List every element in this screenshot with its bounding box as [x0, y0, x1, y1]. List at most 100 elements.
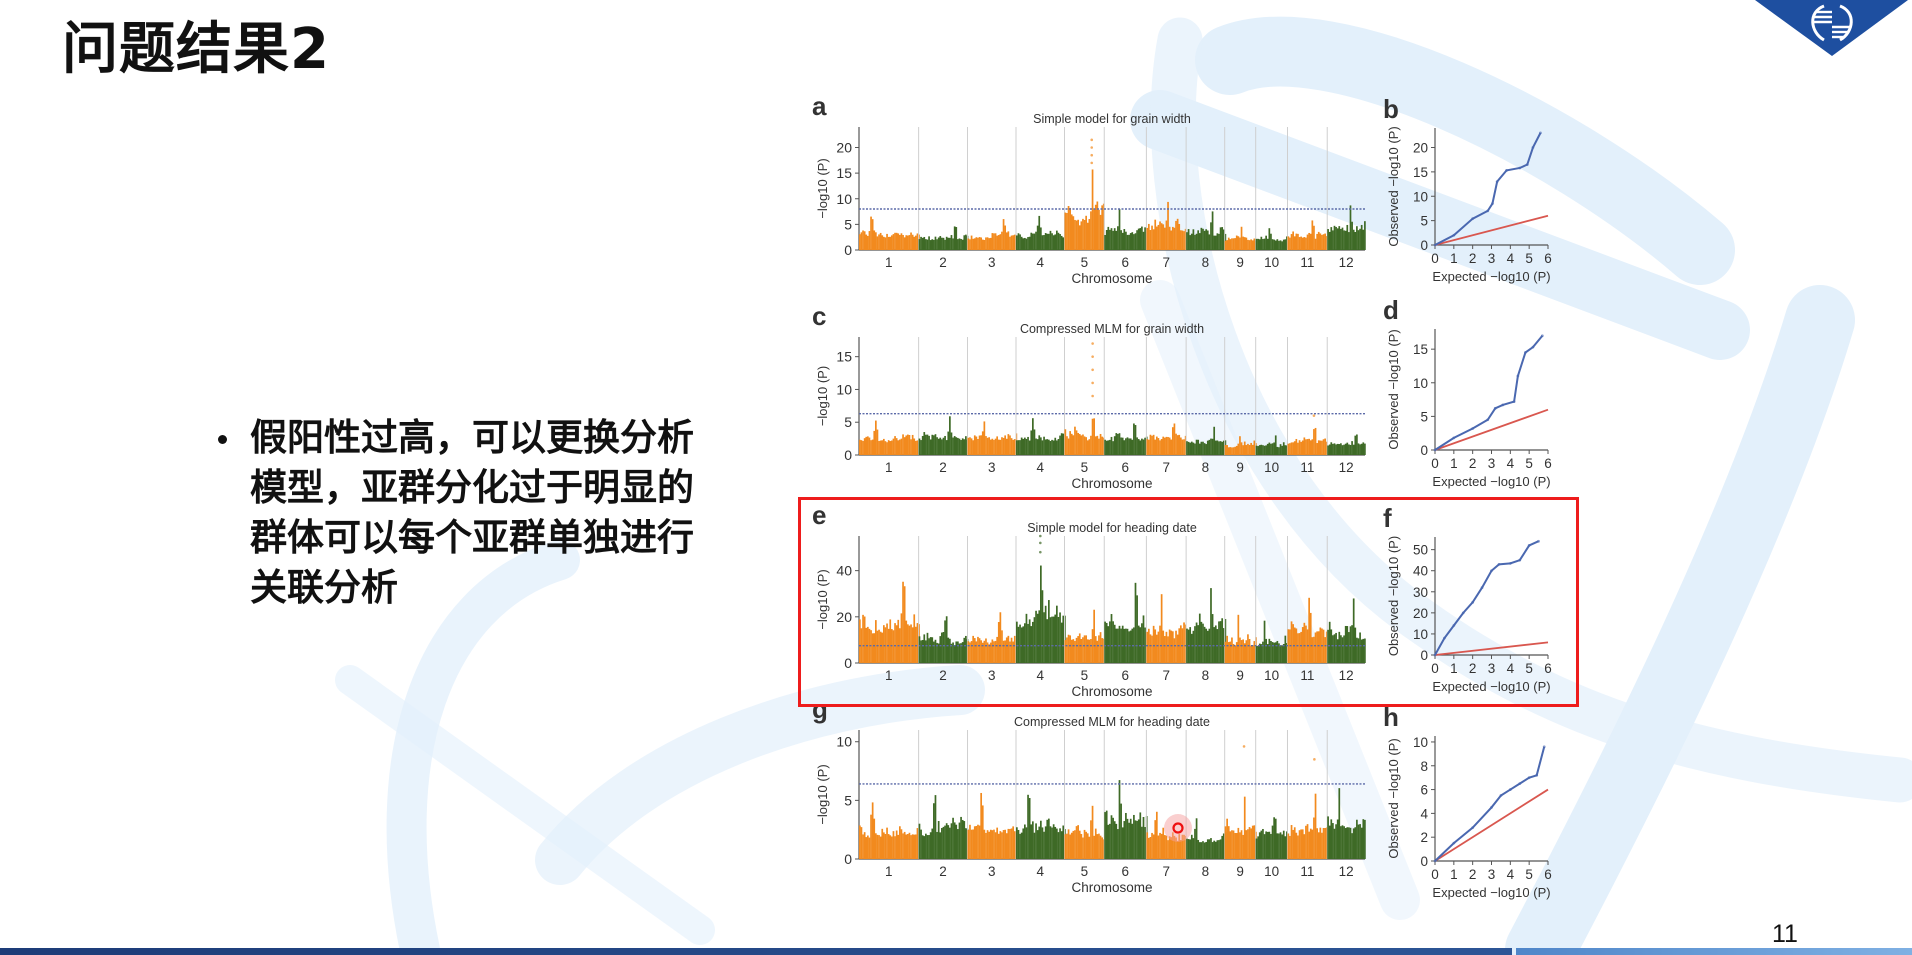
snp-column [953, 226, 956, 250]
snp-column [1330, 629, 1333, 663]
snp-column [1293, 236, 1296, 250]
snp-column [944, 435, 946, 455]
x-tick-label: 1 [1450, 251, 1458, 266]
x-tick-label: 3 [988, 460, 996, 475]
snp-column [1004, 829, 1007, 859]
snp-column [879, 836, 882, 859]
snp-column [1319, 627, 1322, 663]
snp-column [867, 436, 869, 455]
snp-column [933, 641, 935, 663]
x-tick-label: 0 [1431, 251, 1439, 266]
snp-column [1101, 638, 1104, 663]
snp-column [913, 438, 916, 455]
snp-column [862, 614, 864, 663]
snp-column [1101, 436, 1104, 455]
snp-column [1160, 223, 1163, 250]
snp-column [1175, 220, 1177, 250]
snp-column [1338, 444, 1341, 455]
x-tick-label: 1 [885, 255, 893, 270]
snp-column [1278, 643, 1280, 663]
snp-column [1276, 640, 1279, 663]
snp-column [1227, 826, 1230, 859]
snp-column [1155, 634, 1158, 663]
snp-column [1257, 645, 1259, 663]
snp-column [1035, 823, 1037, 859]
x-tick-label: 7 [1162, 460, 1170, 475]
snp-column [1248, 240, 1251, 250]
x-axis-label: Expected −log10 (P) [1432, 885, 1550, 900]
snp-column [972, 829, 975, 859]
snp-column [1300, 441, 1302, 455]
snp-column [1074, 426, 1076, 455]
snp-column [1287, 629, 1290, 663]
snp-column [886, 827, 888, 859]
snp-column [994, 233, 997, 250]
snp-column [1360, 827, 1363, 859]
snp-column [1134, 582, 1137, 663]
snp-column [1181, 834, 1184, 859]
y-tick-label: 5 [844, 216, 852, 232]
snp-column [980, 640, 983, 663]
qq-point [1493, 406, 1497, 410]
snp-column [1019, 440, 1021, 455]
snp-column [1255, 646, 1258, 663]
snp-column [958, 822, 961, 859]
snp-column [1165, 220, 1168, 250]
snp-column [1170, 439, 1173, 455]
snp-column [913, 236, 916, 250]
snp-column [895, 438, 898, 455]
snp-column [963, 637, 966, 663]
snp-column [989, 237, 992, 250]
snp-column [1253, 440, 1256, 455]
snp-column [889, 835, 892, 859]
snp-column [1107, 626, 1110, 663]
snp-column [1190, 441, 1193, 455]
snp-column [1085, 831, 1088, 859]
snp-column [942, 437, 945, 455]
snp-column [892, 234, 895, 250]
snp-column [1112, 621, 1114, 663]
snp-column [1303, 834, 1306, 859]
snp-column [994, 640, 997, 663]
snp-column [1279, 444, 1282, 455]
y-tick-label: 15 [836, 349, 852, 365]
snp-column [970, 438, 973, 455]
snp-column [1154, 820, 1157, 859]
snp-column [1052, 824, 1055, 859]
snp-column [1129, 818, 1132, 859]
snp-column [929, 240, 932, 250]
snp-column [1210, 222, 1212, 250]
snp-column [960, 238, 962, 250]
snp-column [1239, 237, 1241, 250]
snp-column [1137, 228, 1140, 250]
snp-column [1316, 443, 1318, 455]
panel-label: e [812, 500, 826, 530]
snp-column [1141, 826, 1143, 859]
snp-column [1289, 443, 1291, 455]
snp-column [1227, 642, 1230, 663]
snp-column [1276, 833, 1279, 859]
snp-column [1178, 834, 1181, 859]
snp-column [952, 238, 954, 250]
x-axis-label: Expected −log10 (P) [1432, 474, 1550, 489]
snp-outlier-point [1039, 534, 1042, 538]
snp-column [936, 642, 938, 663]
snp-column [941, 439, 943, 455]
snp-column [1314, 427, 1317, 455]
snp-column [1066, 637, 1068, 663]
qq-point [1512, 400, 1516, 403]
snp-column [928, 236, 930, 250]
snp-column [883, 438, 885, 455]
snp-column [1098, 635, 1100, 663]
snp-column [986, 830, 989, 859]
snp-column [1214, 235, 1217, 250]
snp-column [1115, 433, 1118, 455]
snp-column [899, 439, 901, 455]
snp-column [1290, 621, 1293, 663]
snp-column [1242, 639, 1244, 663]
snp-column [1162, 436, 1165, 455]
snp-column [920, 236, 922, 250]
snp-column [1352, 229, 1355, 250]
snp-column [1273, 442, 1275, 455]
snp-column [1069, 834, 1072, 859]
